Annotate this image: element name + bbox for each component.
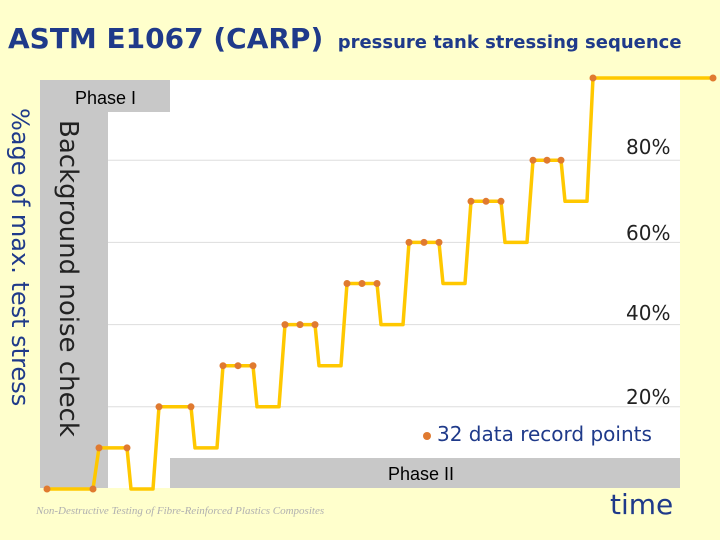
data-record-point: [343, 280, 351, 287]
data-record-point: [435, 238, 443, 246]
data-record-point: [709, 74, 717, 82]
data-record-point: [234, 362, 242, 370]
percent-label-80: 80%: [626, 135, 670, 159]
footer-caption: Non-Destructive Testing of Fibre-Reinfor…: [35, 505, 324, 517]
legend-marker: [423, 432, 431, 440]
y-axis-label: %age of max. test stress: [6, 108, 34, 406]
phase-i-label: Phase I: [75, 88, 136, 108]
data-record-point: [219, 362, 227, 370]
data-record-point: [89, 485, 97, 493]
data-record-point: [95, 444, 103, 452]
chart-title: ASTM E1067 (CARP): [8, 22, 324, 55]
plot-area-lower: [170, 112, 680, 458]
data-record-markers: [43, 74, 717, 493]
x-axis-label: time: [610, 488, 673, 521]
data-record-point: [557, 156, 565, 164]
data-record-point: [482, 197, 490, 205]
data-record-point: [281, 321, 289, 329]
phase-ii-label: Phase II: [388, 464, 454, 484]
chart-title-block: ASTM E1067 (CARP) pressure tank stressin…: [8, 22, 682, 55]
data-record-point: [543, 156, 551, 164]
data-record-point: [187, 403, 195, 411]
percent-label-40: 40%: [626, 301, 670, 325]
data-record-point: [589, 74, 597, 82]
data-record-point: [249, 362, 257, 370]
background-noise-check-label: Background noise check: [53, 120, 83, 437]
percent-label-20: 20%: [626, 385, 670, 409]
data-record-point: [296, 321, 304, 329]
data-record-point: [497, 197, 505, 205]
data-record-point: [467, 197, 475, 205]
data-record-point: [155, 403, 163, 411]
data-record-point: [123, 444, 131, 452]
data-record-point: [311, 321, 319, 329]
percent-label-60: 60%: [626, 221, 670, 245]
data-record-point: [420, 238, 428, 246]
grid-lines: [108, 159, 680, 408]
legend-label: 32 data record points: [437, 422, 652, 446]
stress-sequence-line: [47, 76, 713, 491]
data-record-point: [405, 238, 413, 246]
data-record-point: [43, 485, 51, 493]
chart-subtitle: pressure tank stressing sequence: [337, 32, 682, 53]
data-record-point: [358, 280, 366, 287]
data-record-point: [373, 280, 381, 287]
data-record-point: [529, 156, 537, 164]
